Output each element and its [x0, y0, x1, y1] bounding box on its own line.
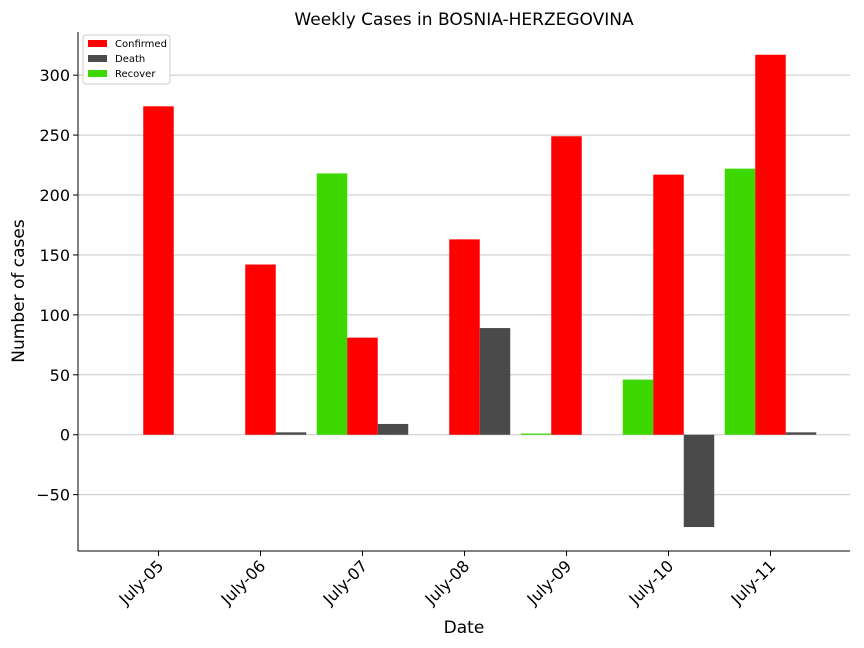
bar-recover: [622, 379, 654, 435]
bar-death: [275, 432, 307, 435]
bar-death: [377, 423, 409, 435]
bar-recover: [724, 168, 756, 435]
x-tick-label: July-06: [217, 556, 270, 609]
y-tick-label: 200: [39, 186, 70, 205]
y-ticks: −50 0 50 100 150 200 250 300: [36, 66, 78, 505]
bar-confirmed: [551, 136, 582, 435]
legend-swatch-death: [88, 55, 107, 62]
y-tick-label: 50: [50, 366, 70, 385]
legend-swatch-recover: [88, 70, 107, 77]
bar-death: [683, 434, 715, 528]
y-tick-label: −50: [36, 486, 70, 505]
bar-confirmed: [245, 264, 276, 435]
x-tick-label: July-07: [319, 556, 372, 609]
y-tick-label: 100: [39, 306, 70, 325]
bar-recover: [316, 173, 348, 435]
legend-swatch-confirmed: [88, 40, 107, 47]
legend: Confirmed Death Recover: [82, 34, 171, 85]
y-tick-label: 0: [60, 426, 70, 445]
bar-confirmed: [143, 106, 174, 435]
bar-death: [479, 328, 511, 435]
legend-label-death: Death: [115, 54, 145, 65]
chart-title: Weekly Cases in BOSNIA-HERZEGOVINA: [294, 10, 634, 30]
x-axis-label: Date: [444, 618, 485, 638]
bar-confirmed: [755, 54, 786, 435]
x-tick-label: July-09: [523, 556, 576, 609]
legend-label-recover: Recover: [115, 69, 156, 80]
legend-label-confirmed: Confirmed: [115, 39, 167, 50]
bars: [143, 54, 817, 528]
x-tick-label: July-11: [727, 556, 780, 609]
bar-recover: [520, 433, 552, 435]
x-tick-label: July-10: [625, 556, 678, 609]
x-ticks: July-05 July-06 July-07 July-08 July-09 July-…: [115, 551, 780, 609]
y-tick-label: 150: [39, 246, 70, 265]
bar-confirmed: [347, 337, 378, 435]
bar-confirmed: [653, 174, 684, 435]
x-tick-label: July-05: [115, 556, 168, 609]
y-axis-label: Number of cases: [9, 219, 29, 363]
y-tick-label: 250: [39, 126, 70, 145]
bar-confirmed: [449, 239, 480, 435]
bar-death: [785, 432, 817, 435]
y-tick-label: 300: [39, 66, 70, 85]
x-tick-label: July-08: [421, 556, 474, 609]
